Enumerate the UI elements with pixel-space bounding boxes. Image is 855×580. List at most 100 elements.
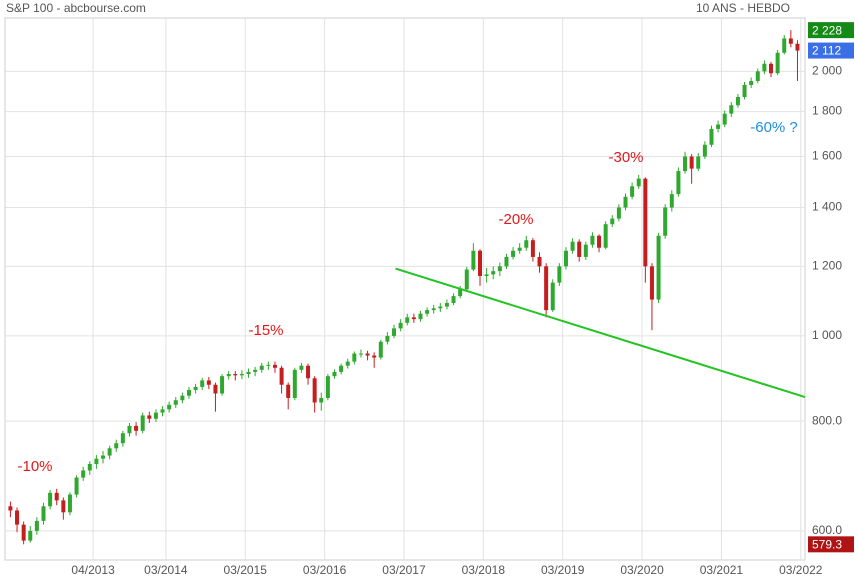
candle-body	[755, 71, 760, 82]
candle-body	[292, 369, 297, 398]
chart-subtitle: 10 ANS - HEBDO	[696, 1, 790, 15]
annotation: -30%	[608, 149, 643, 166]
trend-line	[395, 267, 806, 399]
candle-body	[81, 470, 86, 478]
candle-body	[306, 365, 311, 379]
candle-body	[279, 367, 284, 385]
candle-body	[352, 353, 357, 362]
y-tick-label: 1 400	[812, 200, 842, 214]
candle-body	[405, 317, 410, 323]
candle-body	[101, 455, 106, 459]
candle-body	[21, 524, 26, 541]
candle-body	[87, 463, 92, 471]
candle-body	[544, 266, 549, 311]
x-tick-label: 03/2016	[303, 563, 347, 577]
candle-body	[524, 240, 529, 248]
candle-body	[517, 247, 522, 251]
candle-body	[649, 266, 654, 300]
candle-body	[537, 256, 542, 267]
candle-body	[153, 412, 158, 419]
candle-body	[28, 530, 33, 541]
candle-body	[762, 63, 767, 72]
candle-body	[511, 250, 516, 257]
candle-body	[669, 194, 674, 208]
candle-body	[272, 364, 277, 368]
candle-body	[530, 240, 535, 257]
x-tick-label: 03/2014	[144, 563, 188, 577]
candle-body	[610, 218, 615, 225]
candle-body	[663, 207, 668, 236]
x-tick-label: 03/2015	[224, 563, 268, 577]
candle-body	[603, 224, 608, 248]
candle-body	[616, 207, 621, 219]
candle-body	[431, 308, 436, 311]
y-tick-label: 600.0	[812, 523, 842, 537]
candle-body	[570, 241, 575, 251]
candle-body	[444, 303, 449, 307]
candle-body	[550, 282, 555, 311]
candle-body	[742, 84, 747, 98]
y-tick-label: 2 000	[812, 64, 842, 78]
price-label: 579.3	[812, 538, 842, 552]
candle-body	[206, 380, 211, 385]
candle-body	[716, 124, 721, 129]
candle-body	[795, 43, 800, 51]
x-tick-label: 03/2018	[462, 563, 506, 577]
candle-body	[325, 376, 330, 398]
candle-body	[332, 371, 337, 377]
candle-body	[583, 244, 588, 257]
candle-body	[557, 266, 562, 283]
candle-body	[683, 156, 688, 172]
annotation: -15%	[248, 322, 283, 339]
candle-body	[458, 289, 463, 297]
candle-body	[630, 186, 635, 197]
candle-body	[372, 355, 377, 358]
candle-body	[623, 196, 628, 208]
candle-body	[246, 371, 251, 375]
candle-body	[418, 313, 423, 320]
candle-body	[590, 235, 595, 245]
candle-body	[120, 433, 125, 444]
candle-body	[167, 404, 172, 410]
candle-body	[41, 506, 46, 521]
candle-body	[114, 443, 119, 449]
candle-body	[140, 415, 145, 431]
candle-body	[200, 380, 205, 387]
y-tick-label: 1 600	[812, 149, 842, 163]
candle-body	[74, 477, 79, 495]
candle-body	[8, 506, 13, 511]
candle-body	[385, 335, 390, 342]
candle-body	[504, 256, 509, 267]
x-tick-label: 03/2021	[700, 563, 744, 577]
candle-body	[769, 63, 774, 74]
candle-body	[312, 378, 317, 403]
price-label-box	[808, 22, 854, 39]
y-tick-label: 1 000	[812, 328, 842, 342]
candle-body	[643, 178, 648, 267]
candle-body	[253, 369, 258, 372]
x-tick-label: 03/2020	[620, 563, 664, 577]
annotation: -60% ?	[750, 119, 798, 136]
candle-body	[709, 128, 714, 145]
candle-body	[299, 365, 304, 370]
candle-body	[749, 81, 754, 85]
candle-body	[180, 395, 185, 401]
candle-body	[775, 52, 780, 74]
candle-body	[471, 250, 476, 270]
y-tick-label: 1 800	[812, 104, 842, 118]
candle-body	[365, 353, 370, 356]
candle-body	[173, 400, 178, 405]
candle-body	[147, 415, 152, 419]
candle-body	[702, 144, 707, 157]
x-tick-label: 04/2013	[71, 563, 115, 577]
candle-body	[233, 374, 238, 376]
candle-body	[497, 266, 502, 272]
candle-body	[696, 156, 701, 169]
price-label-box	[808, 42, 854, 59]
candle-body	[186, 389, 191, 396]
candle-body	[339, 365, 344, 372]
price-label-box	[808, 536, 854, 553]
candle-body	[358, 353, 363, 355]
chart-title: S&P 100 - abcbourse.com	[6, 1, 146, 15]
